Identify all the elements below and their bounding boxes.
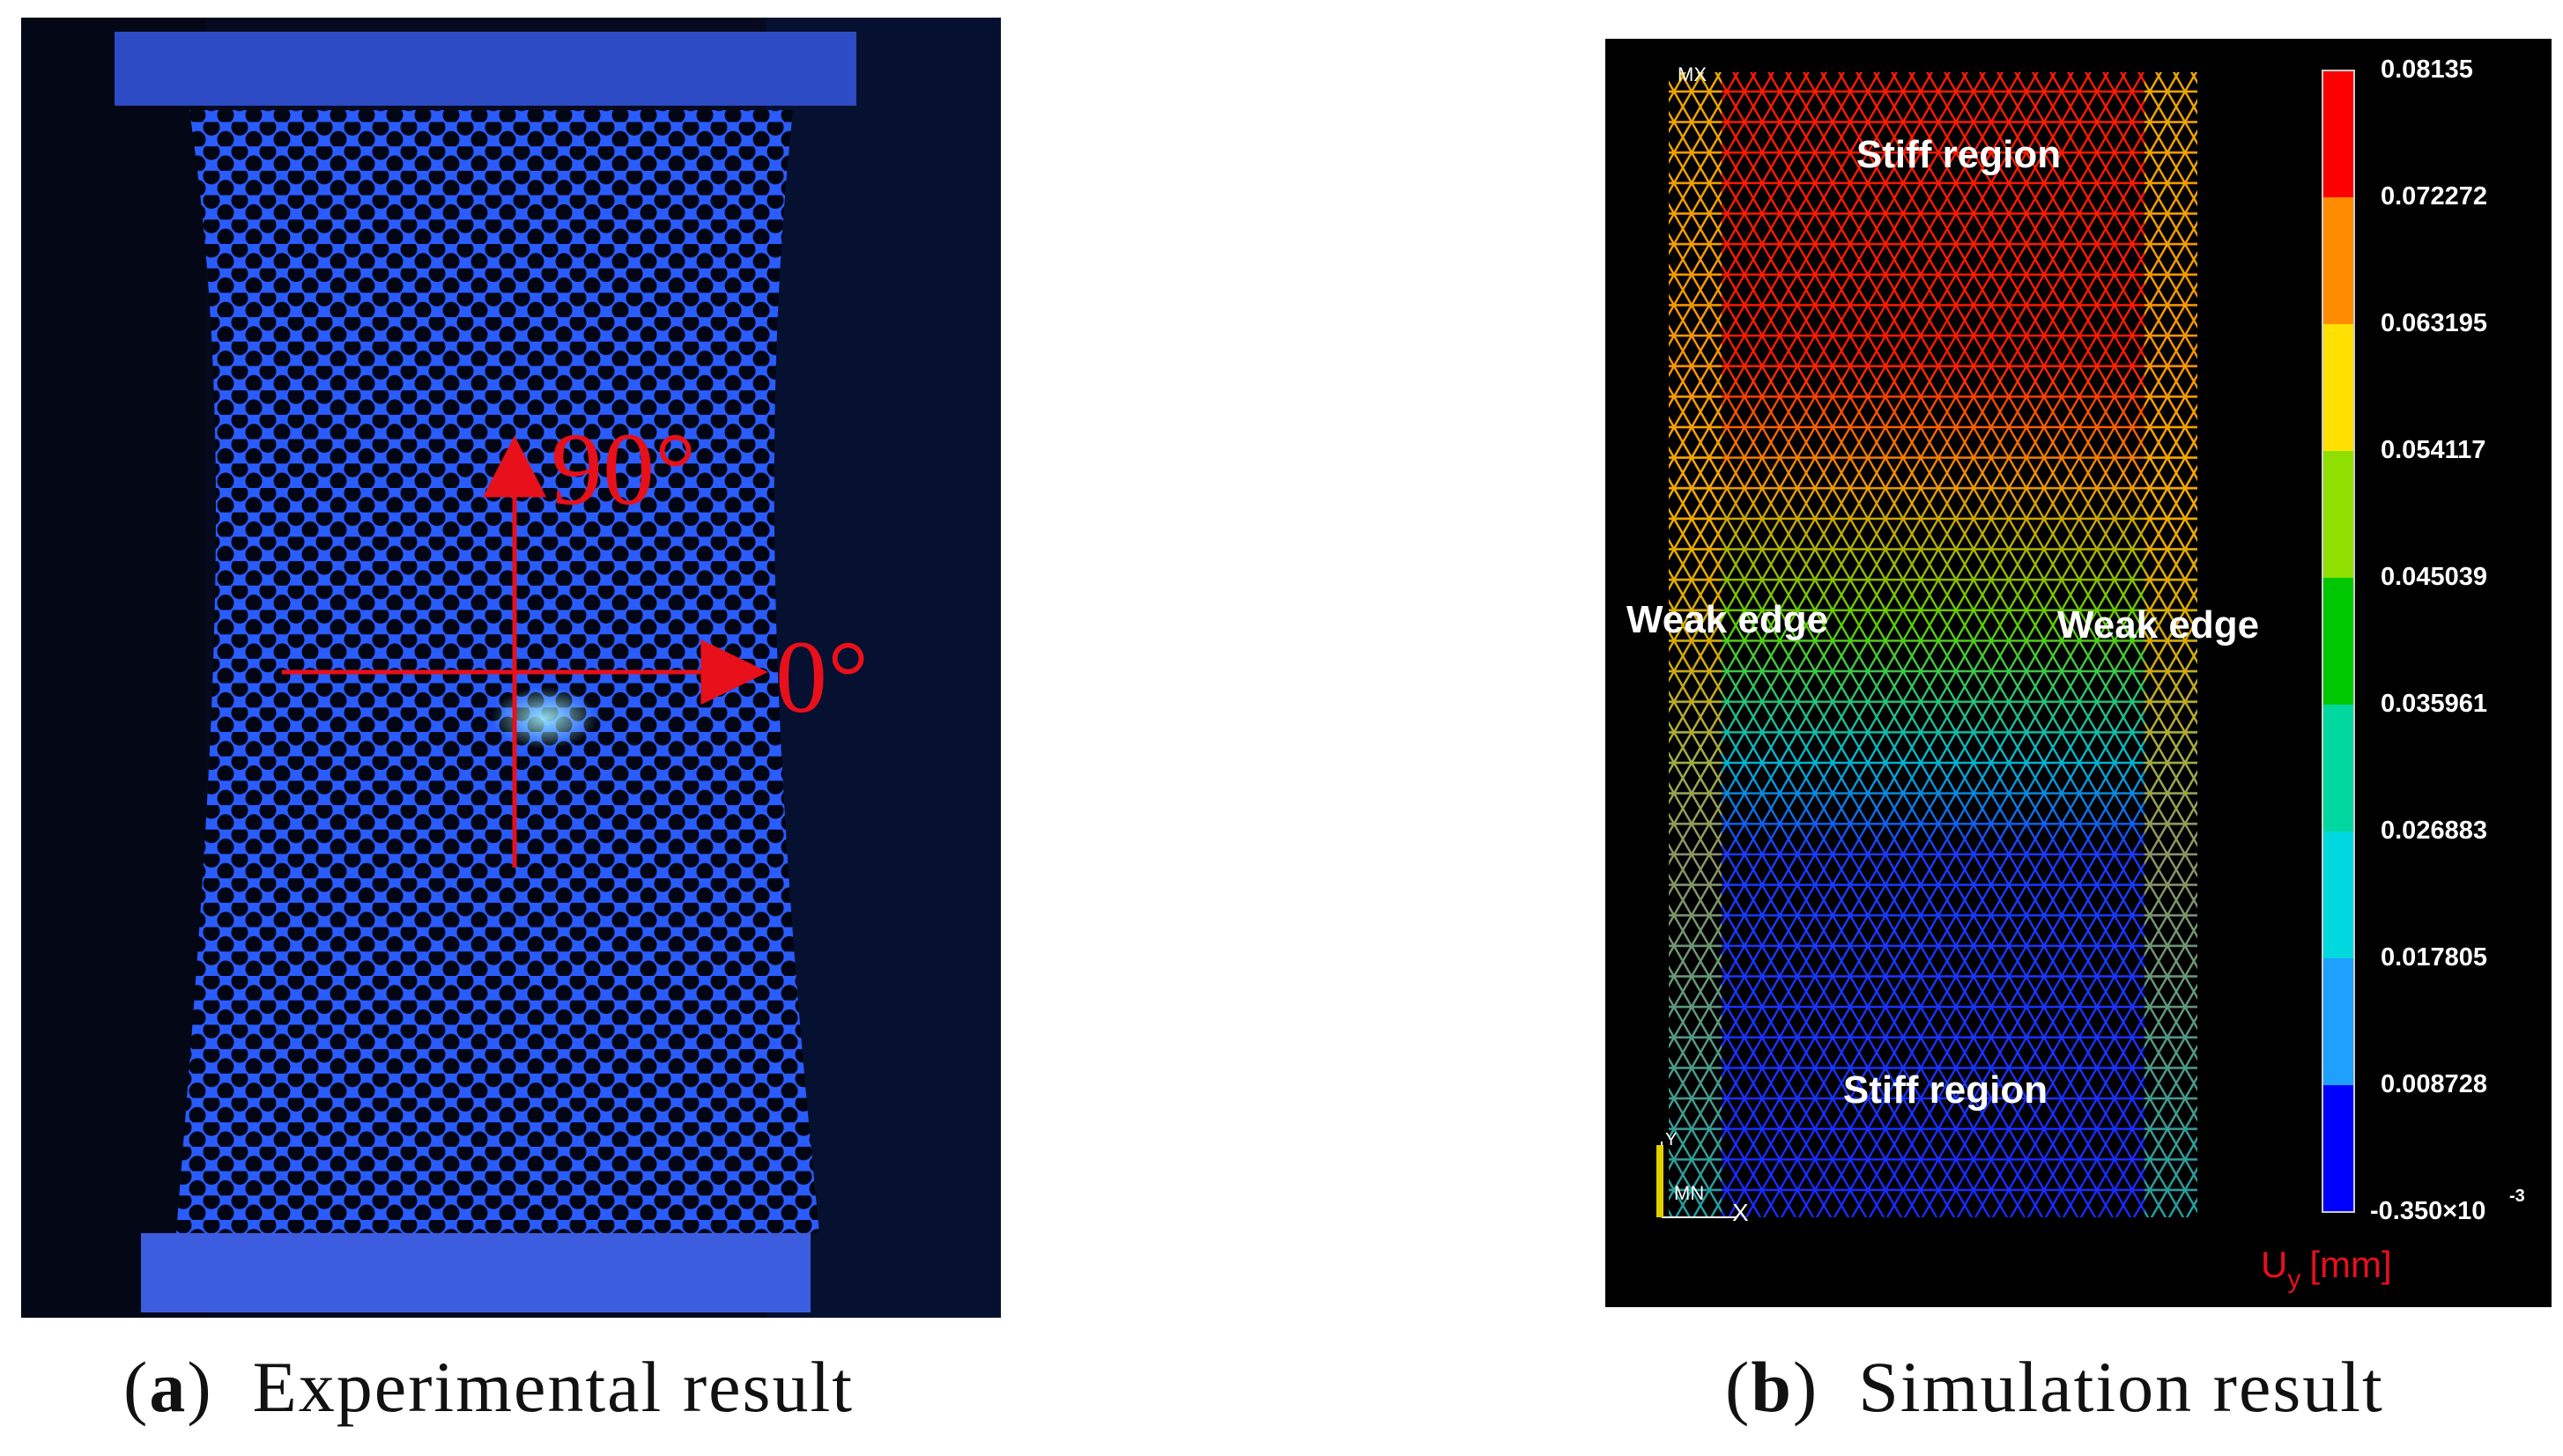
unit-suffix: [mm] [2309, 1244, 2391, 1285]
min-marker: MN [1674, 1182, 1704, 1204]
label-weak-right: Weak edge [2057, 603, 2259, 647]
legend-color-bar [2322, 70, 2354, 1213]
caption-a-text: Experimental result [252, 1347, 855, 1427]
legend-swatch [2322, 451, 2354, 579]
legend-value: 0.072272 [2381, 182, 2487, 211]
legend-swatch [2322, 324, 2354, 452]
axis-y-label: Y [1665, 1130, 1677, 1149]
label-stiff-bottom: Stiff region [1843, 1068, 2048, 1112]
label-weak-left: Weak edge [1626, 598, 1828, 641]
angle-0-label: 0° [775, 619, 869, 735]
caption-a-letter: a [149, 1347, 188, 1427]
experimental-photo [21, 18, 1001, 1318]
legend-value: 0.054117 [2381, 436, 2485, 464]
legend-value: 0.08135 [2381, 55, 2473, 84]
legend-value: 0.026883 [2381, 817, 2487, 845]
legend-value: 0.008728 [2381, 1070, 2487, 1098]
caption-b: (b) Simulation result [1725, 1347, 2384, 1427]
legend-swatch [2322, 958, 2354, 1086]
angle-90-label: 90° [551, 411, 696, 527]
legend-swatch [2322, 831, 2354, 959]
legend-labels: 0.08135 0.072272 0.063195 0.054117 0.045039 0… [2370, 55, 2487, 1225]
axis-x-label: X [1732, 1199, 1749, 1226]
top-clamp [115, 32, 856, 106]
unit-label: Uy [mm] [2261, 1244, 2392, 1294]
direction-arrows [282, 435, 768, 868]
legend-value: 0.045039 [2381, 563, 2487, 591]
fe-mesh [1669, 72, 2197, 1217]
legend-value: 0.063195 [2381, 309, 2487, 337]
caption-b-letter: b [1751, 1347, 1793, 1427]
legend-value: 0.035961 [2381, 690, 2487, 718]
legend-swatch [2322, 197, 2354, 325]
strain-hotspot [492, 687, 597, 749]
unit-symbol: U [2261, 1244, 2287, 1285]
legend-swatch [2322, 70, 2354, 198]
legend-last-exponent: -3 [2509, 1186, 2525, 1206]
coordinate-triad [1656, 1142, 1737, 1218]
legend-value: -0.350×10 [2370, 1197, 2485, 1225]
bottom-clamp [141, 1233, 811, 1312]
caption-b-text: Simulation result [1858, 1347, 2384, 1427]
legend-swatch [2322, 705, 2354, 832]
label-stiff-top: Stiff region [1856, 133, 2061, 176]
unit-subscript: y [2287, 1265, 2300, 1294]
caption-a: (a) Experimental result [123, 1347, 855, 1427]
max-marker: MX [1678, 63, 1707, 85]
legend-value: 0.017805 [2381, 943, 2487, 972]
legend-swatch [2322, 1085, 2354, 1213]
legend-swatch [2322, 578, 2354, 706]
